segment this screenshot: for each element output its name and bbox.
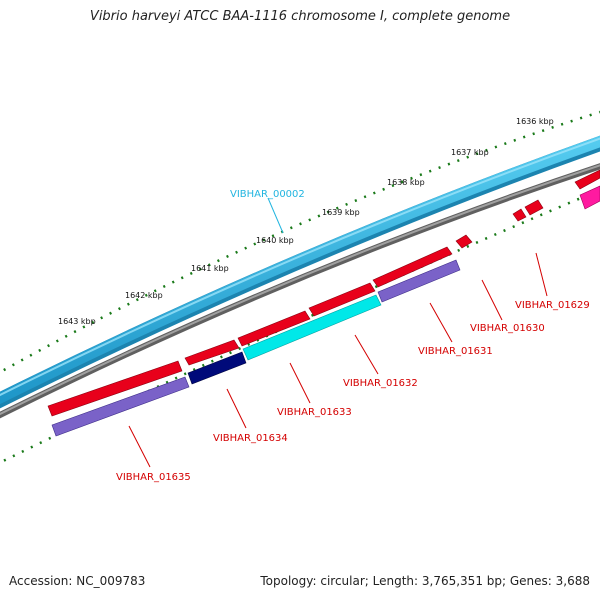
tick-labels: 1636 kbp 1637 kbp 1638 kbp 1639 kbp 1640… <box>58 117 554 326</box>
cds-arrow-edge <box>574 169 600 190</box>
gene-label-01635: VIBHAR_01635 <box>116 472 191 483</box>
cds-arrow-01635 <box>47 360 183 417</box>
tick-label-1639: 1639 kbp <box>322 208 360 217</box>
gene-track <box>51 259 461 437</box>
tick-label-1637: 1637 kbp <box>451 148 489 157</box>
cds-arrow-01632 <box>308 282 376 317</box>
gene-arrow-01632 <box>242 294 382 361</box>
cds-arrow-01629a <box>512 208 527 222</box>
gene-label-01633: VIBHAR_01633 <box>277 407 352 418</box>
cds-arrow-01631 <box>372 246 453 288</box>
misc-feature-arrow <box>579 185 600 210</box>
gene-label-00002: VIBHAR_00002 <box>230 189 305 200</box>
cds-arrow-01630 <box>455 234 473 249</box>
gene-label-01630: VIBHAR_01630 <box>470 323 545 334</box>
map-title: Vibrio harveyi ATCC BAA-1116 chromosome … <box>89 9 511 24</box>
gene-label-01629: VIBHAR_01629 <box>515 300 590 311</box>
tick-label-1636: 1636 kbp <box>516 117 554 126</box>
gene-label-01631: VIBHAR_01631 <box>418 346 493 357</box>
gene-label-01632: VIBHAR_01632 <box>343 378 418 389</box>
tick-label-1643: 1643 kbp <box>58 317 96 326</box>
tick-label-1641: 1641 kbp <box>191 264 229 273</box>
gene-arrow-01635 <box>51 376 190 437</box>
cds-arrow-01634 <box>184 339 240 366</box>
outer-feature-track <box>0 135 600 409</box>
gene-arrow-01634 <box>187 351 247 385</box>
tick-label-1638: 1638 kbp <box>387 178 425 187</box>
cds-arrow-01629b <box>524 199 544 216</box>
cds-track <box>47 169 600 417</box>
gene-arrow-01631 <box>377 259 461 303</box>
gene-labels: VIBHAR_00002 VIBHAR_01629 VIBHAR_01630 V… <box>116 189 590 483</box>
tick-label-1642: 1642 kbp <box>125 291 163 300</box>
backbone-track <box>0 163 600 419</box>
accession-text: Accession: NC_009783 <box>9 574 146 588</box>
tick-label-1640: 1640 kbp <box>256 236 294 245</box>
cds-arrow-01633 <box>237 310 311 347</box>
gene-label-01634: VIBHAR_01634 <box>213 433 288 444</box>
genome-summary-text: Topology: circular; Length: 3,765,351 bp… <box>260 574 590 588</box>
label-leaders <box>128 197 548 468</box>
